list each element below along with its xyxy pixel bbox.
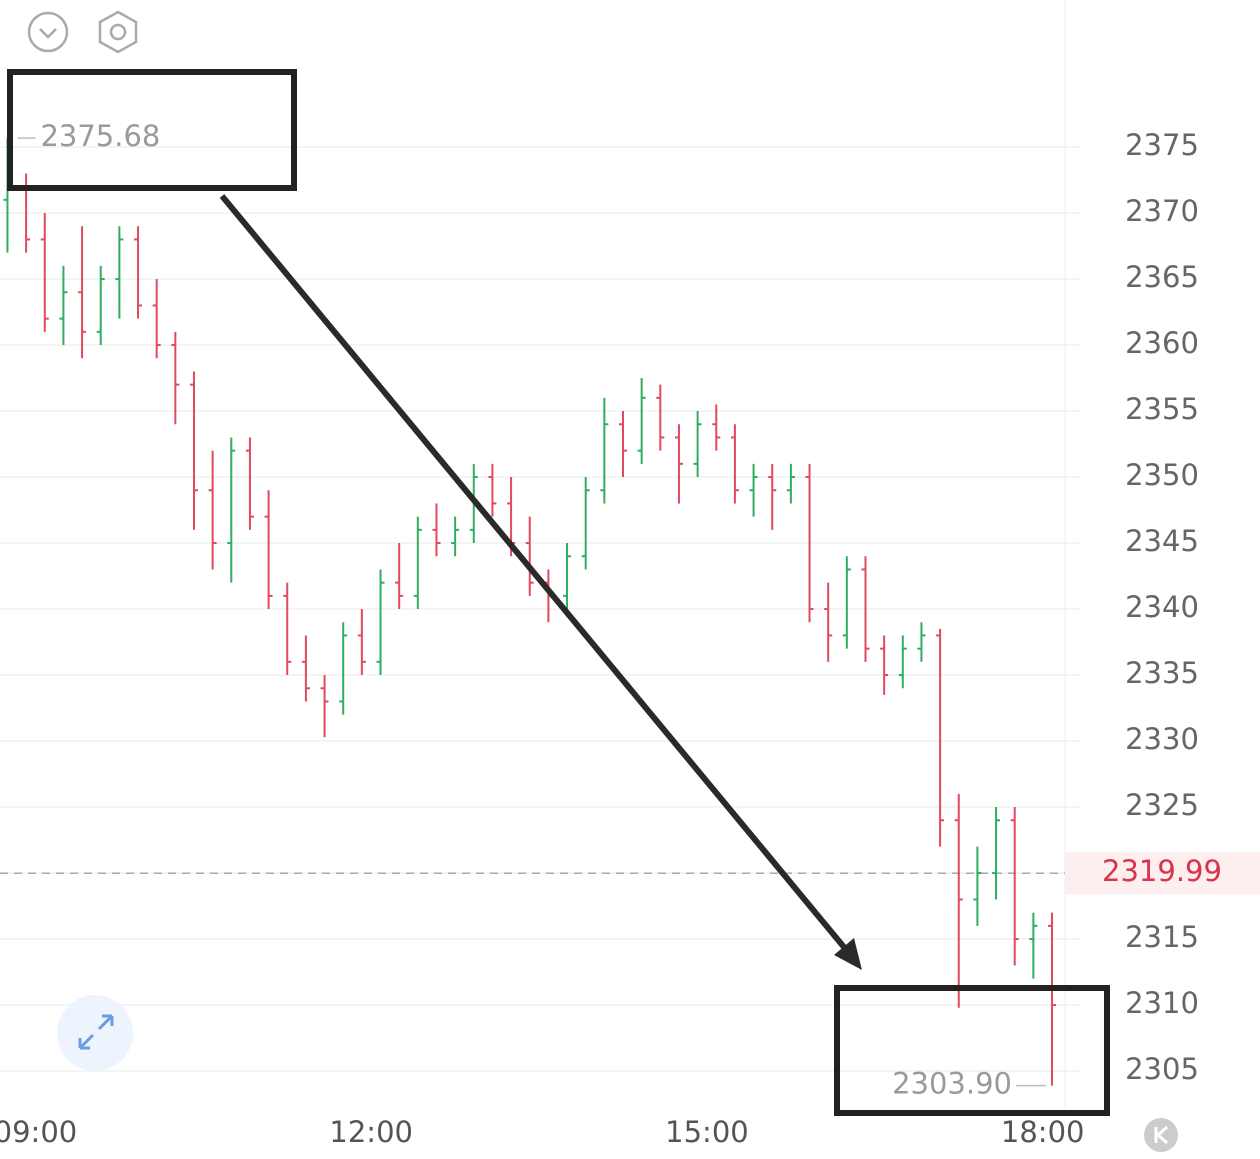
y-tick-label: 2325: [1125, 788, 1199, 822]
ohlc-bar: [451, 516, 460, 557]
ohlc-bar: [357, 609, 366, 676]
ohlc-bar: [917, 622, 926, 662]
ohlc-bar: [96, 265, 105, 346]
x-tick-label: 15:00: [665, 1115, 749, 1149]
ohlc-bar: [432, 503, 441, 557]
ohlc-bar: [339, 622, 348, 715]
ohlc-bar: [152, 279, 161, 359]
last-price-badge: [1065, 852, 1260, 895]
ohlc-bar: [600, 397, 609, 504]
ohlc-bar: [656, 384, 665, 451]
max-label: 2375.68: [40, 119, 160, 153]
y-tick-label: 2365: [1125, 260, 1199, 294]
ohlc-bar: [749, 463, 758, 517]
ohlc-bar: [805, 463, 814, 623]
ohlc-bar: [973, 846, 982, 926]
ohlc-bar: [395, 543, 404, 610]
k-icon[interactable]: [1144, 1118, 1178, 1152]
y-tick-label: 2335: [1125, 656, 1199, 690]
ohlc-bar: [637, 378, 646, 464]
ohlc-bar: [693, 411, 702, 478]
ohlc-bar: [1048, 912, 1057, 1086]
ohlc-bar: [40, 213, 49, 332]
ohlc-bar: [824, 582, 833, 662]
ohlc-bar: [227, 437, 236, 583]
min-label: 2303.90: [892, 1067, 1012, 1101]
ohlc-bar: [730, 424, 739, 504]
ohlc-bar: [861, 556, 870, 662]
dropdown-icon[interactable]: [27, 11, 69, 53]
ohlc-bar: [59, 265, 68, 346]
ohlc-bar: [898, 635, 907, 689]
expand-button[interactable]: [57, 995, 133, 1071]
y-tick-label: 2370: [1125, 194, 1199, 228]
y-tick-label: 2355: [1125, 392, 1199, 426]
ohlc-bar: [115, 226, 124, 319]
ohlc-bar: [936, 628, 945, 847]
ohlc-bar: [78, 226, 87, 359]
ohlc-bar: [171, 331, 180, 425]
x-tick-label: 12:00: [329, 1115, 413, 1149]
settings-icon[interactable]: [98, 10, 138, 54]
ohlc-bar: [376, 569, 385, 676]
ohlc-bar: [563, 543, 572, 610]
ohlc-bar: [712, 404, 721, 451]
ohlc-bar: [674, 424, 683, 504]
y-tick-label: 2305: [1125, 1052, 1199, 1086]
x-tick-label: 09:00: [0, 1115, 77, 1149]
y-tick-label: 2350: [1125, 458, 1199, 492]
arrow-head: [834, 938, 862, 970]
ohlc-bar: [880, 635, 889, 695]
plot: 2305231023152320232523302335234023452350…: [0, 119, 1260, 1149]
ohlc-bar: [1029, 912, 1038, 979]
y-tick-label: 2345: [1125, 524, 1199, 558]
y-tick-label: 2315: [1125, 920, 1199, 954]
settings-icon-center: [109, 23, 127, 41]
y-tick-label: 2375: [1125, 128, 1199, 162]
ohlc-bar: [1010, 807, 1019, 966]
highlight-box: [834, 985, 1110, 1116]
ohlc-bar: [488, 463, 497, 517]
y-tick-label: 2340: [1125, 590, 1199, 624]
ohlc-bar: [134, 226, 143, 319]
ohlc-bar: [264, 490, 273, 610]
ohlc-bar: [768, 463, 777, 530]
dropdown-chevron: [39, 28, 57, 39]
ohlc-bar: [189, 371, 198, 530]
ohlc-bar: [301, 635, 310, 702]
y-tick-label: 2360: [1125, 326, 1199, 360]
ohlc-bar: [208, 450, 217, 570]
x-tick-label: 18:00: [1001, 1115, 1085, 1149]
y-tick-label: 2310: [1125, 986, 1199, 1020]
ohlc-bar: [786, 463, 795, 504]
ohlc-bar: [954, 793, 963, 1008]
ohlc-bar: [581, 477, 590, 570]
ohlc-bar: [245, 437, 254, 530]
k-icon-glyph: [1154, 1125, 1168, 1145]
ohlc-bar: [413, 516, 422, 610]
ohlc-bar: [320, 675, 329, 738]
ohlc-bar: [842, 556, 851, 649]
arrow-line: [219, 194, 851, 954]
ohlc-bar: [283, 582, 292, 676]
expand-icon: [78, 1014, 114, 1050]
ohlc-bar: [992, 807, 1001, 900]
y-tick-label: 2330: [1125, 722, 1199, 756]
ohlc-bar: [619, 411, 628, 478]
ohlc-bar: [525, 516, 534, 596]
last-price-label: 2319.99: [1102, 854, 1222, 888]
highlight-box: [7, 69, 297, 191]
